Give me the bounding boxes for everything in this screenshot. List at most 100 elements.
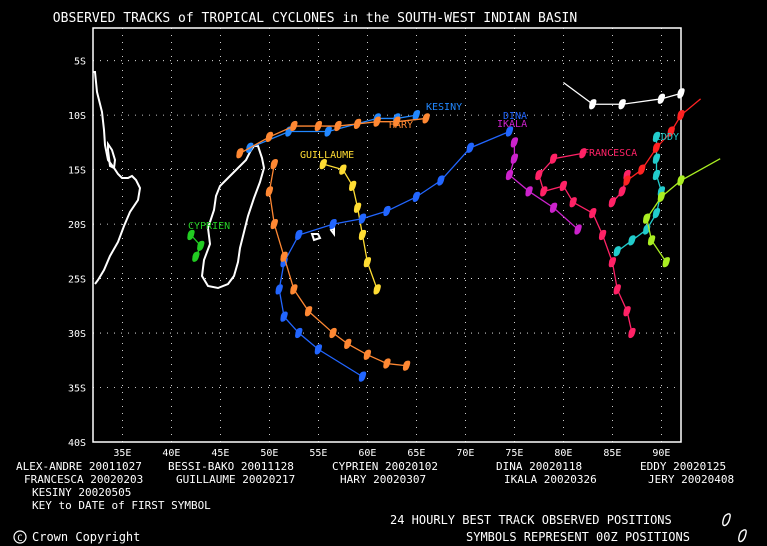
track-cyprien <box>187 229 205 262</box>
grid <box>93 28 681 442</box>
key-note: KEY to DATE of FIRST SYMBOL <box>32 499 211 512</box>
cyclone-position-marker <box>197 240 205 251</box>
cyclone-position-marker <box>358 371 367 382</box>
cyclone-position-marker <box>334 120 342 132</box>
cyclone-position-marker <box>505 126 514 137</box>
cyclone-position-marker <box>579 148 587 159</box>
cyclone-position-marker <box>608 257 617 268</box>
mauritius-island <box>329 226 335 237</box>
cyclone-position-marker <box>236 148 244 159</box>
legend: ALEX-ANDRE 20011027 BESSI-BAKO 20011128 CY… <box>16 460 734 499</box>
cyclone-position-marker <box>589 208 597 219</box>
cyclone-tracks <box>187 81 721 382</box>
comoros-island <box>107 140 117 170</box>
lon-tick-label: 90E <box>652 448 670 459</box>
cyclone-position-marker <box>652 131 661 143</box>
cyclone-position-marker <box>329 327 337 339</box>
storm-labels: KESINY HARY GUILLAUME CYPRIEN DINA IKALA… <box>188 102 679 232</box>
cyclone-position-marker <box>290 120 298 132</box>
track-bessi-bako <box>563 81 685 110</box>
cyclone-position-marker <box>549 202 558 213</box>
cyclone-position-marker <box>295 229 303 241</box>
legend-entry: KESINY 20020505 <box>32 486 131 499</box>
cyclone-position-marker <box>618 99 626 110</box>
cyclone-position-marker <box>525 186 533 197</box>
lat-tick-label: 15S <box>68 166 86 177</box>
lon-tick-label: 65E <box>407 448 425 459</box>
longitude-axis: 35E 40E 45E 50E 55E 60E 65E 70E 75E 80E 85E 90E <box>113 448 670 459</box>
lon-tick-label: 55E <box>309 448 327 459</box>
track-hary <box>236 113 430 159</box>
cyclone-position-marker <box>618 186 626 197</box>
legend-entry: FRANCESCA 20020203 <box>24 473 143 486</box>
legend-entry: CYPRIEN 20020102 <box>332 460 438 473</box>
cyclone-position-marker <box>657 93 666 104</box>
cyclone-position-marker <box>314 120 323 132</box>
cyclone-position-marker <box>628 235 636 246</box>
cyclone-position-marker <box>510 137 519 148</box>
cyclone-position-marker <box>466 142 474 153</box>
label-guillaume: GUILLAUME <box>300 150 354 161</box>
legend-entry: BESSI-BAKO 20011128 <box>168 460 294 473</box>
cyclone-position-marker <box>652 153 661 164</box>
cyclone-position-marker <box>412 110 421 121</box>
cyclone-position-marker <box>358 229 367 241</box>
cyclone-position-marker <box>363 349 372 360</box>
lat-tick-label: 40S <box>68 438 86 449</box>
cyclone-position-marker <box>677 88 685 99</box>
cyclone-position-marker <box>402 360 411 371</box>
track-ikala <box>505 137 582 235</box>
cyclone-position-marker <box>329 218 337 230</box>
madagascar-coast <box>200 145 266 290</box>
cyclone-position-marker <box>613 246 621 257</box>
cyclone-position-marker <box>304 306 313 317</box>
lon-tick-label: 75E <box>505 448 523 459</box>
label-ikala: IKALA <box>497 119 527 130</box>
lat-tick-label: 10S <box>68 111 86 122</box>
cyclone-position-marker <box>510 153 519 164</box>
legend-entry: EDDY 20020125 <box>640 460 726 473</box>
copyright-text: Crown Copyright <box>32 530 140 544</box>
cyclone-symbol-icon <box>738 529 747 543</box>
cyclone-position-marker <box>540 186 548 197</box>
cyclone-position-marker <box>358 213 367 224</box>
cyclone-position-marker <box>628 327 636 339</box>
cyclone-position-marker <box>677 110 685 121</box>
cyclone-position-marker <box>657 191 666 202</box>
cyclone-position-marker <box>270 218 278 230</box>
svg-text:C: C <box>17 534 22 544</box>
track-kesiny <box>246 110 421 153</box>
cyclone-position-marker <box>192 251 200 262</box>
cyclone-position-marker <box>638 164 646 175</box>
cyclone-position-marker <box>437 175 445 186</box>
cyclone-position-marker <box>393 116 401 127</box>
copyright-icon: C <box>13 530 27 544</box>
track-hary-south <box>265 159 411 371</box>
legend-entry: HARY 20020307 <box>340 473 426 486</box>
cyclone-position-marker <box>589 99 597 110</box>
lon-tick-label: 60E <box>358 448 376 459</box>
track-line <box>278 130 510 378</box>
lon-tick-label: 50E <box>260 448 278 459</box>
cyclone-position-marker <box>373 284 381 295</box>
lon-tick-label: 35E <box>113 448 131 459</box>
cyclone-position-marker <box>422 113 430 124</box>
cyclone-position-marker <box>383 205 391 217</box>
label-kesiny: KESINY <box>426 102 462 113</box>
label-hary: HARY <box>389 120 413 131</box>
cyclone-symbol-icon <box>722 513 731 527</box>
cyclone-position-marker <box>280 251 288 262</box>
lat-tick-label: 25S <box>68 275 86 286</box>
cyclone-position-marker <box>265 131 274 143</box>
label-cyprien: CYPRIEN <box>188 221 230 232</box>
africa-coast <box>93 71 142 285</box>
label-eddy: EDDY <box>655 132 679 143</box>
lon-tick-label: 45E <box>211 448 229 459</box>
lon-tick-label: 70E <box>456 448 474 459</box>
cyclone-position-marker <box>623 175 631 186</box>
lat-tick-label: 35S <box>68 384 86 395</box>
cyclone-position-marker <box>559 180 568 192</box>
cyclone-position-marker <box>662 257 670 268</box>
